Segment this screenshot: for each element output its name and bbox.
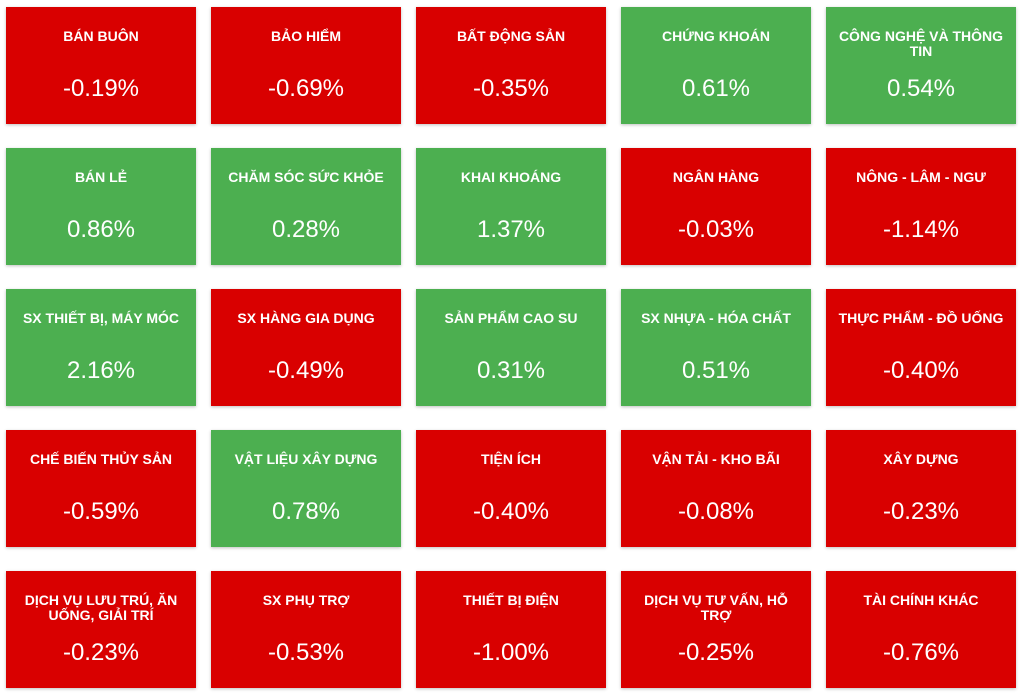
- sector-change-value: -0.40%: [882, 357, 960, 384]
- sector-change-value: 0.28%: [271, 216, 341, 243]
- sector-tile[interactable]: VẬT LIỆU XÂY DỰNG 0.78%: [211, 430, 401, 547]
- sector-tile[interactable]: CHĂM SÓC SỨC KHỎE 0.28%: [211, 148, 401, 265]
- sector-name: SX THIẾT BỊ, MÁY MÓC: [22, 310, 180, 326]
- sector-change-value: 0.31%: [476, 357, 546, 384]
- sector-tile[interactable]: TÀI CHÍNH KHÁC -0.76%: [826, 571, 1016, 688]
- sector-change-value: 0.51%: [681, 357, 751, 384]
- sector-tile[interactable]: VẬN TẢI - KHO BÃI -0.08%: [621, 430, 811, 547]
- sector-change-value: 2.16%: [66, 357, 136, 384]
- sector-name: BÁN LẺ: [74, 169, 128, 185]
- sector-change-value: 1.37%: [476, 216, 546, 243]
- sector-tile[interactable]: DỊCH VỤ TƯ VẤN, HỖ TRỢ -0.25%: [621, 571, 811, 688]
- sector-change-value: -0.76%: [882, 639, 960, 666]
- sector-name: TÀI CHÍNH KHÁC: [863, 592, 979, 608]
- sector-tile[interactable]: KHAI KHOÁNG 1.37%: [416, 148, 606, 265]
- sector-name: TIỆN ÍCH: [481, 451, 541, 467]
- sector-change-value: -0.49%: [267, 357, 345, 384]
- sector-name: THỰC PHẨM - ĐỒ UỐNG: [838, 310, 1004, 326]
- sector-tile[interactable]: CHẾ BIẾN THỦY SẢN -0.59%: [6, 430, 196, 547]
- sector-name: NÔNG - LÂM - NGƯ: [856, 169, 986, 185]
- sector-tile[interactable]: BÁN LẺ 0.86%: [6, 148, 196, 265]
- sector-change-value: -0.35%: [472, 75, 550, 102]
- sector-tile[interactable]: BẢO HIỂM -0.69%: [211, 7, 401, 124]
- sector-name: SX HÀNG GIA DỤNG: [237, 310, 375, 326]
- sector-tile[interactable]: CÔNG NGHỆ VÀ THÔNG TIN 0.54%: [826, 7, 1016, 124]
- sector-tile[interactable]: SẢN PHẨM CAO SU 0.31%: [416, 289, 606, 406]
- sector-name: CÔNG NGHỆ VÀ THÔNG TIN: [838, 28, 1004, 59]
- sector-tile[interactable]: THỰC PHẨM - ĐỒ UỐNG -0.40%: [826, 289, 1016, 406]
- sector-tile[interactable]: SX NHỰA - HÓA CHẤT 0.51%: [621, 289, 811, 406]
- sector-tile[interactable]: XÂY DỰNG -0.23%: [826, 430, 1016, 547]
- sector-change-value: 0.54%: [886, 75, 956, 102]
- sector-change-value: -0.19%: [62, 75, 140, 102]
- sector-name: CHĂM SÓC SỨC KHỎE: [228, 169, 384, 185]
- sector-change-value: 0.61%: [681, 75, 751, 102]
- sector-tile[interactable]: DỊCH VỤ LƯU TRÚ, ĂN UỐNG, GIẢI TRÍ -0.23…: [6, 571, 196, 688]
- sector-name: VẬN TẢI - KHO BÃI: [652, 451, 780, 467]
- sector-name: VẬT LIỆU XÂY DỰNG: [234, 451, 378, 467]
- sector-change-value: -0.69%: [267, 75, 345, 102]
- sector-name: SX NHỰA - HÓA CHẤT: [641, 310, 791, 326]
- sector-tile[interactable]: TIỆN ÍCH -0.40%: [416, 430, 606, 547]
- sector-name: CHẾ BIẾN THỦY SẢN: [29, 451, 173, 467]
- sector-tile[interactable]: SX PHỤ TRỢ -0.53%: [211, 571, 401, 688]
- sector-tile[interactable]: SX HÀNG GIA DỤNG -0.49%: [211, 289, 401, 406]
- sector-name: SX PHỤ TRỢ: [262, 592, 350, 608]
- sector-name: KHAI KHOÁNG: [460, 169, 562, 185]
- sector-name: BÁN BUÔN: [63, 28, 139, 44]
- sector-name: DỊCH VỤ TƯ VẤN, HỖ TRỢ: [644, 592, 788, 623]
- sector-change-value: -0.23%: [62, 639, 140, 666]
- sector-name: THIẾT BỊ ĐIỆN: [463, 592, 559, 608]
- sector-tile[interactable]: SX THIẾT BỊ, MÁY MÓC 2.16%: [6, 289, 196, 406]
- sector-tile[interactable]: THIẾT BỊ ĐIỆN -1.00%: [416, 571, 606, 688]
- sector-name: BẢO HIỂM: [271, 28, 341, 44]
- sector-name: XÂY DỰNG: [883, 451, 959, 467]
- sector-name: BẤT ĐỘNG SẢN: [456, 28, 566, 44]
- sector-name: NGÂN HÀNG: [672, 169, 760, 185]
- sector-name: DỊCH VỤ LƯU TRÚ, ĂN UỐNG, GIẢI TRÍ: [24, 592, 178, 623]
- sector-tile[interactable]: NÔNG - LÂM - NGƯ -1.14%: [826, 148, 1016, 265]
- sector-change-value: -0.23%: [882, 498, 960, 525]
- sector-name: SẢN PHẨM CAO SU: [444, 310, 578, 326]
- sector-change-value: 0.86%: [66, 216, 136, 243]
- sector-change-value: -0.53%: [267, 639, 345, 666]
- sector-change-value: -0.40%: [472, 498, 550, 525]
- sector-change-value: -1.14%: [882, 216, 960, 243]
- sector-name: CHỨNG KHOÁN: [661, 28, 771, 44]
- sector-change-value: -0.08%: [677, 498, 755, 525]
- sector-tile[interactable]: NGÂN HÀNG -0.03%: [621, 148, 811, 265]
- sector-change-value: -0.59%: [62, 498, 140, 525]
- sector-change-value: -0.25%: [677, 639, 755, 666]
- sector-change-value: -1.00%: [472, 639, 550, 666]
- sector-change-value: -0.03%: [677, 216, 755, 243]
- sector-tile[interactable]: BẤT ĐỘNG SẢN -0.35%: [416, 7, 606, 124]
- sector-tile[interactable]: CHỨNG KHOÁN 0.61%: [621, 7, 811, 124]
- sector-change-value: 0.78%: [271, 498, 341, 525]
- sector-tile[interactable]: BÁN BUÔN -0.19%: [6, 7, 196, 124]
